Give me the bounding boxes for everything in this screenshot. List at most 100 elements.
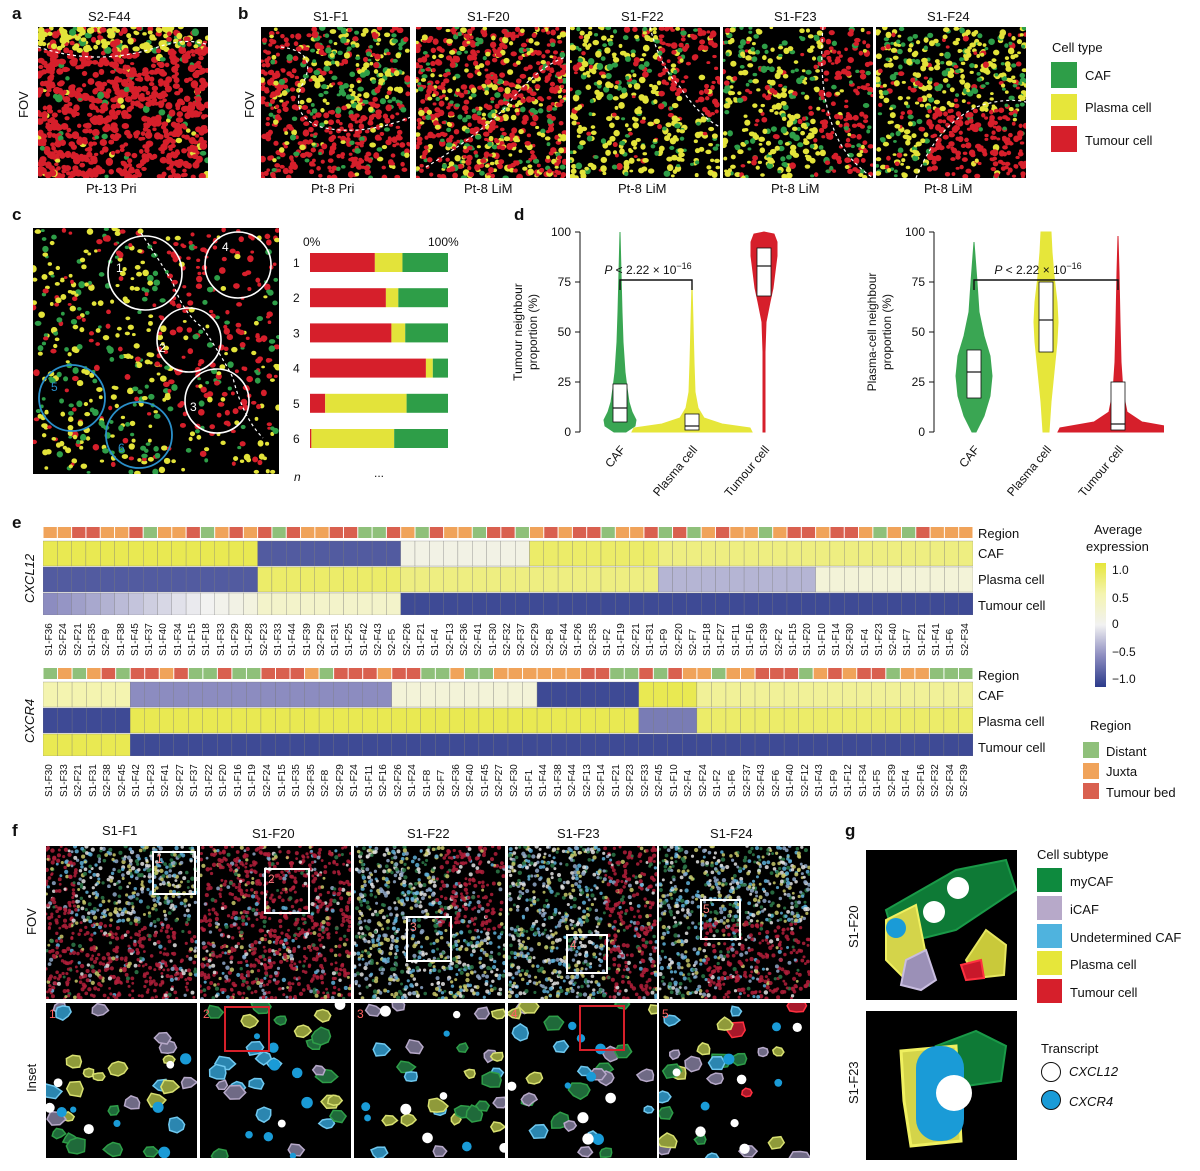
heat-cell <box>377 681 392 708</box>
heat-cell <box>406 681 421 708</box>
heat-cell <box>958 733 973 756</box>
heat-cell <box>801 566 816 593</box>
heat-cell <box>557 540 573 567</box>
heat-cell <box>275 681 291 708</box>
heat-cell <box>813 681 828 708</box>
panel-a-caption: Pt-13 Pri <box>86 181 137 196</box>
heat-region-cell <box>343 527 358 538</box>
heat-cell <box>128 540 144 567</box>
violin-ytick-25: 25 <box>912 375 926 389</box>
heat-region-cell <box>57 527 72 538</box>
panel-f-row2-label: Inset <box>24 1063 39 1092</box>
heat-xtick: S2-F23 <box>258 623 270 656</box>
heat-region-cell <box>401 527 415 538</box>
heat-xtick: S2-F29 <box>315 623 327 656</box>
heat-cell <box>449 733 465 756</box>
stack-seg-4-CAF <box>432 358 448 378</box>
heat-region-cell <box>687 527 701 538</box>
heat-region-cell <box>784 668 799 679</box>
heat-xtick: S2-F34 <box>959 623 971 656</box>
heatmap-cxcr4-xticks: S1-F30 S1-F33 S2-F21 S1-F31 S2-F38 S2-F45 S1-F… <box>43 759 973 799</box>
heat-cell <box>200 592 215 615</box>
panel-f-fov3-title: S1-F22 <box>407 826 450 841</box>
heat-cell <box>900 707 916 734</box>
heat-cell <box>827 707 843 734</box>
heat-region-cell <box>243 527 258 538</box>
heat-cell <box>929 592 945 615</box>
violin-box-Tumour-cell <box>756 247 772 297</box>
juxta-label: Juxta <box>1106 764 1138 779</box>
heat-cell <box>858 592 873 615</box>
heat-cell <box>371 540 387 567</box>
heat-region-cell <box>639 668 653 679</box>
circle-label-6: 6 <box>118 441 125 455</box>
heat-xtick: S1-F10 <box>668 764 680 797</box>
heat-region-cell <box>915 668 929 679</box>
stack-seg-3-CAF <box>405 323 448 343</box>
heat-cell <box>85 566 101 593</box>
heat-cell <box>600 566 616 593</box>
heat-cell <box>696 733 712 756</box>
heat-region-cell <box>72 668 87 679</box>
panel-b-fov3-caption: Pt-8 LiM <box>618 181 667 196</box>
heat-region-cell <box>458 527 472 538</box>
heat-cell <box>743 592 759 615</box>
tumour-subtype-label: Tumour cell <box>1070 985 1138 1000</box>
heat-xtick: S1-F11 <box>730 623 742 656</box>
heat-cell <box>529 566 544 593</box>
violin-box-Tumour-cell <box>1110 381 1126 431</box>
gene-label-cxcr4: CXCR4 <box>22 698 37 743</box>
heat-cell <box>529 592 544 615</box>
panel-f-fov4-title: S1-F23 <box>557 826 600 841</box>
heat-cell <box>202 681 218 708</box>
heat-cell <box>638 707 654 734</box>
heat-cell <box>958 540 973 567</box>
heat-cell <box>500 540 516 567</box>
heat-cell <box>686 540 702 567</box>
heat-cell <box>114 566 129 593</box>
heat-cell <box>515 540 530 567</box>
heat-xtick: S2-F40 <box>888 623 900 656</box>
heat-cell <box>420 733 436 756</box>
heat-region-cell <box>143 527 157 538</box>
expr-tick-0: 0 <box>1112 617 1119 631</box>
heat-cell <box>143 566 158 593</box>
heat-xtick: S1-F38 <box>115 623 127 656</box>
heat-cell <box>214 592 230 615</box>
heat-xtick: S1-F20 <box>218 764 230 797</box>
heat-cell <box>271 540 287 567</box>
heat-cell <box>43 707 58 734</box>
heat-cell <box>786 566 802 593</box>
heat-cell <box>343 566 358 593</box>
inset-box-label-1: 1 <box>156 852 163 866</box>
heat-region-cell <box>715 527 730 538</box>
heat-cell <box>885 681 901 708</box>
heat-cell <box>420 681 436 708</box>
heat-cell <box>185 592 201 615</box>
heat-cell <box>672 540 687 567</box>
heat-xtick: S1-F30 <box>487 623 499 656</box>
heat-xtick: S2-F27 <box>494 764 506 797</box>
heat-cell <box>457 592 473 615</box>
panel-a-ylabel: FOV <box>16 91 31 118</box>
panel-f-fov4: 4 <box>508 846 657 999</box>
heat-region-cell <box>301 527 315 538</box>
heat-xtick: S2-F14 <box>596 764 608 797</box>
violin-chart-left: Tumour neighbour proportion (%) 100 75 50 25 0… <box>511 225 778 500</box>
heat-cell <box>371 592 387 615</box>
heat-region-cell <box>58 668 72 679</box>
inset-label-1: 1 <box>49 1007 56 1021</box>
heat-cell <box>318 733 334 756</box>
panel-b-letter: b <box>238 4 249 23</box>
heat-region-cell <box>305 668 319 679</box>
heat-region-cell <box>145 668 159 679</box>
heat-cell <box>257 540 273 567</box>
heat-cell <box>701 540 716 567</box>
inset2-red-box <box>224 1006 270 1052</box>
heat-cell <box>185 540 201 567</box>
heat-cell <box>333 681 349 708</box>
heat-cell <box>929 681 945 708</box>
panel-f-inset2: 2 <box>200 1003 351 1158</box>
heat-region-cell <box>900 668 915 679</box>
heat-cell <box>443 566 459 593</box>
